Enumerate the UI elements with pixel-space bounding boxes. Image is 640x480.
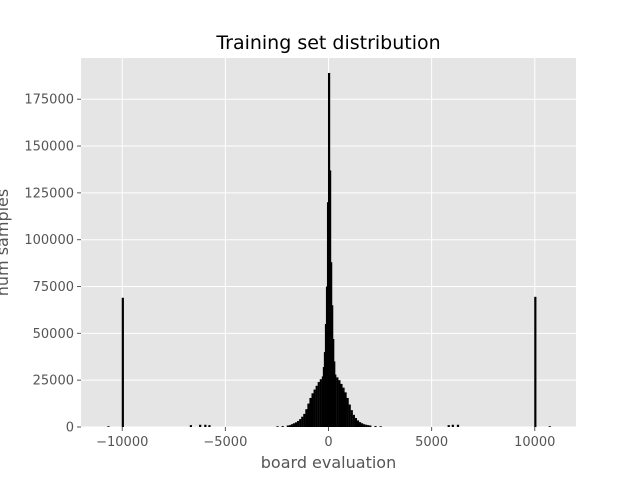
histogram-bar	[348, 404, 351, 427]
histogram-bar	[276, 426, 279, 427]
x-tick-label: 0	[324, 435, 332, 450]
histogram-bar	[379, 426, 382, 427]
histogram-bar	[301, 416, 304, 427]
histogram-bar	[299, 419, 302, 427]
y-tick-label: 50000	[33, 327, 74, 342]
histogram-bar	[305, 409, 308, 427]
histogram-bar	[288, 425, 291, 427]
y-tick-label: 125000	[24, 186, 74, 201]
histogram-bar	[352, 414, 355, 427]
y-tick-label: 25000	[33, 374, 74, 389]
histogram-bar	[358, 422, 362, 427]
histogram-bar	[365, 424, 368, 427]
y-axis-ticks: 0 25000 50000 75000 100000 125000 150000 175000	[24, 93, 81, 436]
histogram-bar	[340, 383, 343, 427]
histogram-bar	[199, 424, 202, 427]
x-tick-label: −5000	[203, 435, 247, 450]
histogram-bar	[311, 393, 314, 427]
histogram-bar	[208, 425, 211, 427]
histogram-bar	[309, 397, 312, 427]
histogram-bar	[336, 377, 339, 427]
histogram-bar	[360, 423, 364, 427]
chart-title: Training set distribution	[215, 32, 440, 54]
y-tick-label: 100000	[24, 233, 74, 248]
histogram-bar	[346, 397, 349, 427]
histogram-bar	[290, 424, 294, 427]
histogram-bar	[338, 380, 341, 427]
x-tick-label: −10000	[96, 435, 148, 450]
histogram-bar	[369, 425, 372, 427]
histogram-bar	[350, 410, 353, 427]
y-tick-label: 75000	[33, 280, 74, 295]
histogram-bar	[534, 296, 537, 427]
histogram-bar	[303, 413, 306, 427]
histogram-bar	[456, 424, 460, 427]
histogram-bar	[281, 426, 284, 427]
x-axis-ticks: −10000 −5000 0 5000 10000	[96, 427, 555, 450]
histogram-bars	[107, 72, 551, 427]
histogram-bar	[286, 425, 289, 427]
x-axis-label: board evaluation	[261, 453, 396, 472]
histogram-bar	[317, 382, 320, 427]
histogram-bar	[297, 421, 300, 427]
x-tick-label: 10000	[514, 435, 555, 450]
histogram-bar	[315, 385, 318, 427]
histogram-bar	[107, 426, 110, 427]
histogram-bar	[447, 425, 450, 427]
histogram-bar	[189, 425, 192, 427]
histogram-bar	[204, 424, 207, 427]
histogram-bar	[451, 424, 454, 427]
histogram-bar	[367, 425, 370, 427]
histogram-bar	[344, 392, 347, 427]
histogram-bar	[121, 297, 124, 427]
x-tick-label: 5000	[415, 435, 448, 450]
histogram-bar	[319, 379, 322, 427]
y-tick-label: 175000	[24, 93, 74, 108]
y-tick-label: 150000	[24, 140, 74, 155]
histogram-bar	[342, 387, 345, 427]
histogram-bar	[313, 389, 316, 427]
histogram-bar	[292, 423, 296, 427]
y-tick-label: 0	[66, 421, 74, 436]
histogram-bar	[307, 403, 310, 427]
histogram-bar	[354, 418, 357, 427]
histogram-bar	[334, 374, 337, 427]
histogram-bar	[374, 426, 377, 427]
histogram-bar	[548, 426, 551, 427]
histogram-bar	[363, 424, 366, 427]
histogram-bar	[294, 422, 298, 427]
histogram-bar	[356, 420, 360, 427]
y-axis-label: num samples	[0, 189, 12, 296]
